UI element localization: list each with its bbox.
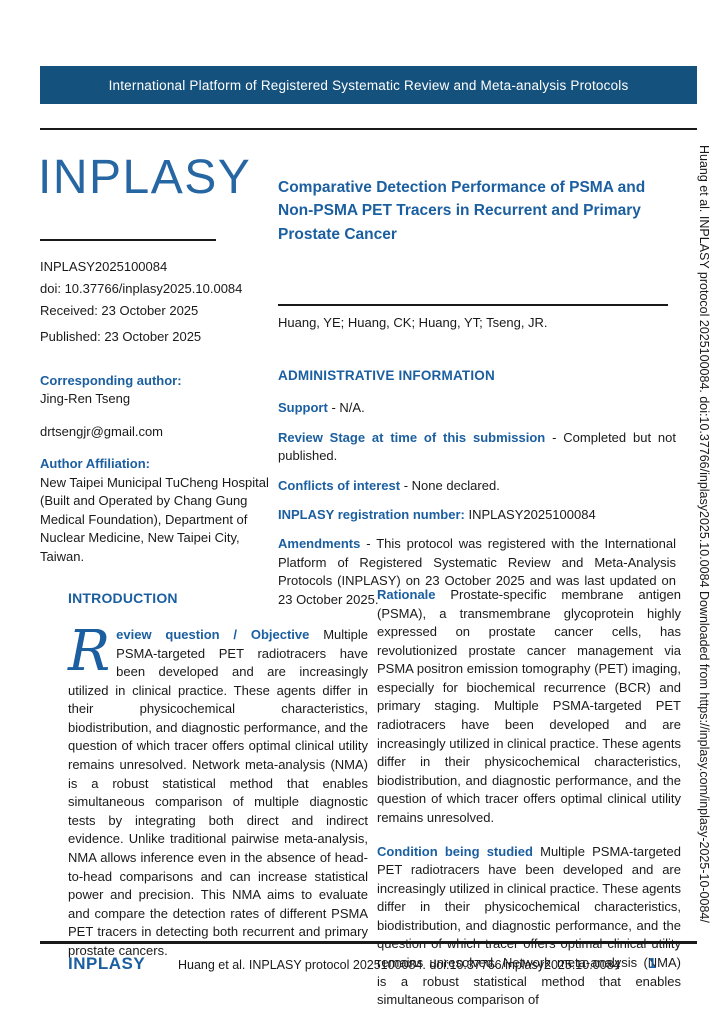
top-divider bbox=[40, 128, 697, 130]
admin-amendments-text: - This protocol was registered with the … bbox=[278, 536, 676, 607]
review-question-text: Multiple PSMA-targeted PET radiotracers … bbox=[68, 627, 368, 958]
rationale-paragraph: Rationale Prostate-specific membrane ant… bbox=[377, 586, 681, 828]
admin-review-stage: Review Stage at time of this submission … bbox=[278, 429, 676, 466]
footer-divider bbox=[40, 941, 697, 944]
admin-conflicts-text: - None declared. bbox=[403, 477, 500, 493]
corresponding-author-block: Corresponding author: Jing-Ren Tseng drt… bbox=[40, 372, 278, 566]
doi-line: doi: 10.37766/inplasy2025.10.0084 bbox=[40, 280, 243, 296]
footer-brand: INPLASY bbox=[68, 954, 146, 973]
published-date: Published: 23 October 2025 bbox=[40, 329, 202, 345]
protocol-meta: INPLASY2025100084 doi: 10.37766/inplasy2… bbox=[40, 256, 275, 348]
admin-amendments-label: Amendments bbox=[278, 536, 361, 552]
spacer bbox=[40, 441, 278, 455]
spacer bbox=[40, 409, 278, 423]
paper-title: Comparative Detection Performance of PSM… bbox=[278, 179, 646, 243]
condition-text: Multiple PSMA-targeted PET radiotracers … bbox=[377, 843, 681, 1008]
admin-registration-label: INPLASY registration number: bbox=[278, 506, 465, 522]
inplasy-logo: INPLASY bbox=[38, 151, 252, 204]
registration-number: INPLASY2025100084 bbox=[40, 259, 168, 274]
corresponding-author-label: Corresponding author: bbox=[40, 373, 182, 388]
condition-paragraph: Condition being studied Multiple PSMA-ta… bbox=[377, 843, 681, 1010]
admin-registration: INPLASY registration number: INPLASY2025… bbox=[278, 506, 676, 524]
admin-amendments: Amendments - This protocol was registere… bbox=[278, 535, 676, 609]
admin-support-text: - N/A. bbox=[331, 400, 365, 416]
footer-citation: Huang et al. INPLASY protocol 2025100084… bbox=[178, 958, 621, 972]
journal-banner-text: International Platform of Registered Sys… bbox=[108, 77, 629, 93]
page-number: 1 bbox=[648, 955, 657, 972]
introduction-heading: INTRODUCTION bbox=[68, 590, 178, 606]
corresponding-author-email: drtsengjr@gmail.com bbox=[40, 423, 164, 439]
admin-support-label: Support bbox=[278, 400, 328, 416]
logo-divider bbox=[40, 239, 216, 241]
admin-review-stage-label: Review Stage at time of this submission bbox=[278, 429, 546, 445]
affiliation-text: New Taipei Municipal TuCheng Hospital (B… bbox=[40, 474, 269, 564]
sidebar-citation-vertical: Huang et al. INPLASY protocol 2025100084… bbox=[697, 145, 711, 923]
admin-support: Support - N/A. bbox=[278, 399, 676, 417]
journal-banner: International Platform of Registered Sys… bbox=[40, 66, 697, 104]
rationale-label: Rationale bbox=[377, 587, 436, 602]
review-question-label: eview question / Objective bbox=[116, 627, 310, 643]
corresponding-author-name: Jing-Ren Tseng bbox=[40, 391, 131, 407]
administrative-information-section: ADMINISTRATIVE INFORMATION Support - N/A… bbox=[278, 366, 676, 620]
admin-registration-text: INPLASY2025100084 bbox=[468, 506, 596, 522]
admin-heading: ADMINISTRATIVE INFORMATION bbox=[278, 368, 495, 383]
received-date: Received: 23 October 2025 bbox=[40, 302, 199, 318]
admin-conflicts: Conflicts of interest - None declared. bbox=[278, 477, 676, 495]
authors-line: Huang, YE; Huang, CK; Huang, YT; Tseng, … bbox=[278, 315, 548, 330]
admin-review-stage-text: - Completed but not published. bbox=[278, 429, 676, 464]
title-divider bbox=[278, 304, 668, 306]
condition-label: Condition being studied bbox=[377, 843, 533, 859]
rationale-text: Prostate-specific membrane antigen (PSMA… bbox=[377, 587, 681, 825]
dropcap-letter: R bbox=[68, 619, 111, 685]
right-column-lower: Rationale Prostate-specific membrane ant… bbox=[377, 586, 681, 1025]
admin-conflicts-label: Conflicts of interest bbox=[278, 477, 401, 493]
affiliation-label: Author Affiliation: bbox=[40, 456, 150, 472]
